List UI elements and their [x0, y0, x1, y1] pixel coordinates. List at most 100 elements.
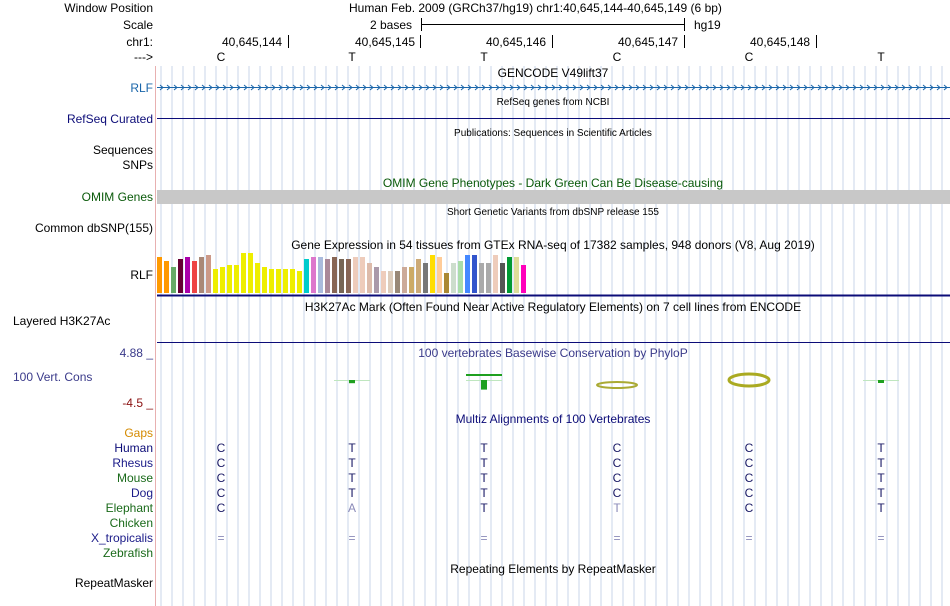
- alignment-base: C: [744, 441, 754, 455]
- gtex-tissue-bar: [325, 259, 330, 293]
- alignment-base: C: [216, 486, 226, 500]
- species-label-x_tropicalis[interactable]: X_tropicalis: [90, 531, 153, 545]
- alignment-base: T: [877, 441, 885, 455]
- species-label-zebrafish[interactable]: Zebrafish: [102, 546, 153, 560]
- strand-chevron: [180, 84, 185, 91]
- strand-chevron: [845, 84, 850, 91]
- ref-base-3: T: [480, 50, 488, 64]
- multiz-track-title[interactable]: Multiz Alignments of 100 Vertebrates: [455, 412, 651, 426]
- strand-chevron: [243, 84, 248, 91]
- strand-chevron: [579, 84, 584, 91]
- alignment-base: T: [877, 501, 885, 515]
- gtex-gene-label[interactable]: RLF: [130, 268, 153, 282]
- gencode-track-title[interactable]: GENCODE V49lift37: [497, 66, 609, 80]
- phylop-track-title[interactable]: 100 vertebrates Basewise Conservation by…: [418, 346, 688, 360]
- alignment-base: C: [744, 471, 754, 485]
- strand-chevron: [558, 84, 563, 91]
- gtex-tissue-bar: [185, 257, 190, 293]
- phylop-min-label: -4.5 _: [122, 396, 153, 410]
- window-position-value: Human Feb. 2009 (GRCh37/hg19) chr1:40,64…: [349, 1, 722, 15]
- gtex-tissue-bar: [276, 269, 281, 293]
- publications-track-title[interactable]: Publications: Sequences in Scientific Ar…: [454, 128, 652, 139]
- dbsnp-track-title[interactable]: Short Genetic Variants from dbSNP releas…: [447, 207, 659, 218]
- sequences-label[interactable]: Sequences: [92, 143, 153, 157]
- alignment-base: T: [613, 501, 621, 515]
- strand-chevron: [194, 84, 199, 91]
- strand-chevron: [411, 84, 416, 91]
- snps-label[interactable]: SNPs: [122, 158, 153, 172]
- gtex-tissue-bar: [521, 265, 526, 293]
- alignment-base: C: [612, 486, 622, 500]
- scale-db: hg19: [694, 18, 721, 32]
- alignment-base: T: [348, 456, 356, 470]
- strand-chevron: [880, 84, 885, 91]
- coord-1: 40,645,144: [222, 35, 283, 49]
- omim-phenotype-bar: [157, 190, 950, 204]
- species-label-chicken[interactable]: Chicken: [109, 516, 153, 530]
- strand-chevron: [201, 84, 206, 91]
- repeatmasker-label[interactable]: RepeatMasker: [74, 576, 153, 590]
- species-label-human[interactable]: Human: [114, 441, 153, 455]
- strand-chevron: [187, 84, 192, 91]
- strand-chevron: [635, 84, 640, 91]
- strand-chevron: [530, 84, 535, 91]
- omim-track-title[interactable]: OMIM Gene Phenotypes - Dark Green Can Be…: [382, 176, 724, 190]
- strand-chevron: [495, 84, 500, 91]
- species-label-dog[interactable]: Dog: [130, 486, 153, 500]
- species-label-elephant[interactable]: Elephant: [105, 501, 153, 515]
- strand-chevron: [453, 84, 458, 91]
- strand-chevron: [565, 84, 570, 91]
- species-label-rhesus[interactable]: Rhesus: [112, 456, 153, 470]
- strand-chevron: [677, 84, 682, 91]
- strand-chevron: [320, 84, 325, 91]
- strand-chevron: [712, 84, 717, 91]
- repeatmasker-track-title[interactable]: Repeating Elements by RepeatMasker: [450, 562, 656, 576]
- refseq-track-title[interactable]: RefSeq genes from NCBI: [496, 97, 610, 108]
- phylop-label[interactable]: 100 Vert. Cons: [13, 370, 93, 384]
- strand-chevron: [488, 84, 493, 91]
- alignment-base: =: [348, 531, 356, 545]
- strand-chevron: [509, 84, 514, 91]
- h3k27ac-track-title[interactable]: H3K27Ac Mark (Often Found Near Active Re…: [304, 300, 802, 314]
- strand-chevron: [159, 84, 164, 91]
- alignment-base: =: [745, 531, 753, 545]
- omim-label[interactable]: OMIM Genes: [81, 190, 153, 204]
- strand-chevron: [747, 84, 752, 91]
- refseq-label[interactable]: RefSeq Curated: [66, 112, 153, 126]
- gtex-tissue-bar: [213, 269, 218, 293]
- strand-chevron: [376, 84, 381, 91]
- strand-chevron: [257, 84, 262, 91]
- alignment-base: T: [480, 471, 488, 485]
- strand-chevron: [936, 84, 941, 91]
- strand-chevron: [467, 84, 472, 91]
- strand-chevron: [768, 84, 773, 91]
- strand-chevron: [418, 84, 423, 91]
- chr-label: chr1:: [126, 35, 153, 49]
- gencode-gene-label[interactable]: RLF: [130, 81, 153, 95]
- dbsnp-label[interactable]: Common dbSNP(155): [34, 221, 153, 235]
- gtex-tissue-bar: [500, 263, 505, 293]
- gtex-track-title[interactable]: Gene Expression in 54 tissues from GTEx …: [291, 238, 815, 252]
- strand-chevron: [586, 84, 591, 91]
- ref-base-4: C: [612, 50, 622, 64]
- window-position-label: Window Position: [64, 1, 153, 15]
- strand-chevron: [390, 84, 395, 91]
- species-label-mouse[interactable]: Mouse: [116, 471, 153, 485]
- alignment-base: T: [480, 501, 488, 515]
- alignment-base: T: [877, 471, 885, 485]
- strand-chevron: [600, 84, 605, 91]
- strand-chevron: [642, 84, 647, 91]
- strand-chevron: [894, 84, 899, 91]
- alignment-base: =: [217, 531, 225, 545]
- strand-chevron: [271, 84, 276, 91]
- scale-label: Scale: [122, 18, 153, 32]
- strand-chevron: [404, 84, 409, 91]
- alignment-base: T: [348, 441, 356, 455]
- h3k27ac-label[interactable]: Layered H3K27Ac: [13, 314, 111, 328]
- strand-chevron: [915, 84, 920, 91]
- strand-chevron: [628, 84, 633, 91]
- strand-chevron: [691, 84, 696, 91]
- ref-base-2: T: [348, 50, 356, 64]
- gtex-tissue-bar: [444, 273, 449, 293]
- alignment-base: C: [744, 486, 754, 500]
